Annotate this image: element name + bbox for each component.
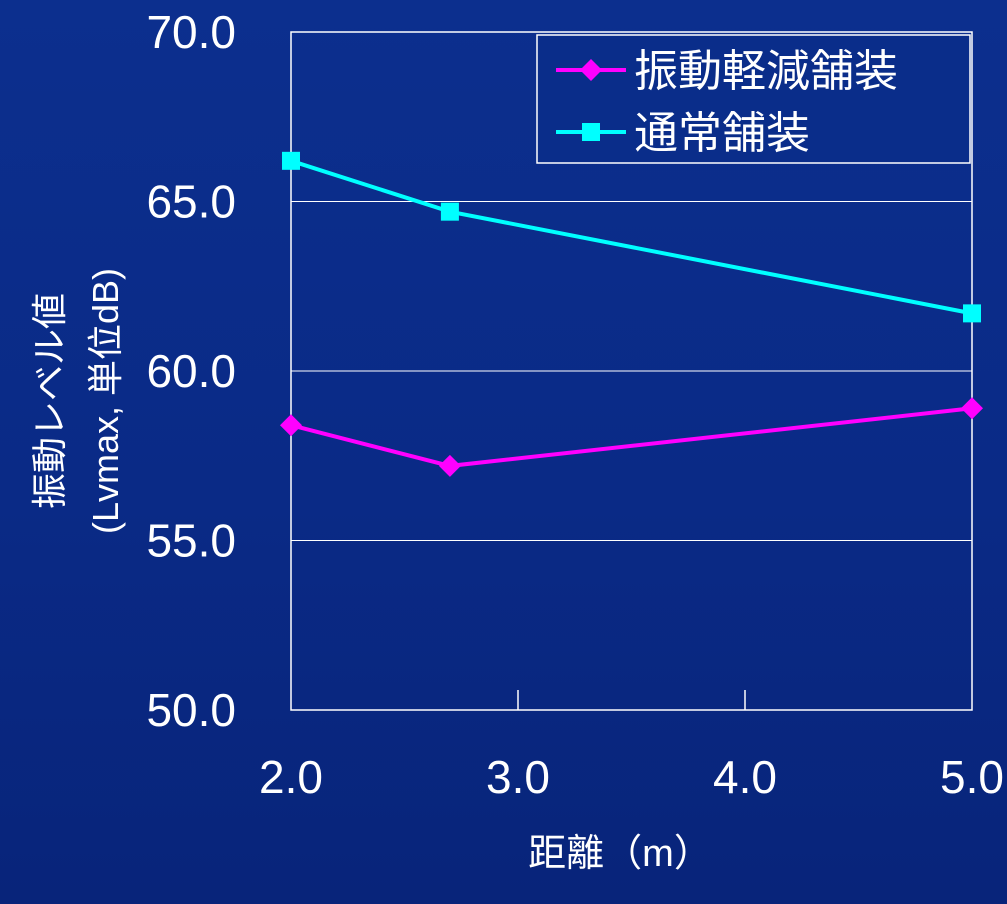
data-point — [963, 304, 981, 323]
y-axis-title: 振動レベル値 (Lvmax, 単位dB) — [29, 268, 126, 534]
gridlines — [291, 201, 972, 541]
x-tick-labels: 2.0 3.0 4.0 5.0 — [259, 751, 1004, 803]
legend-label: 通常舗装 — [634, 109, 810, 158]
plot-frame — [290, 31, 973, 711]
y-tick-label: 70.0 — [146, 6, 236, 58]
legend-marker — [582, 123, 600, 141]
x-tick-label: 4.0 — [713, 751, 777, 803]
legend-box — [536, 34, 971, 164]
y-axis-title-line-1: 振動レベル値 — [29, 293, 70, 509]
y-tick-labels: 50.0 55.0 60.0 65.0 70.0 — [146, 6, 236, 736]
data-point — [961, 397, 983, 420]
legend-item: 振動軽減舗装 — [556, 47, 898, 96]
y-tick-label: 50.0 — [146, 684, 236, 736]
series-line — [290, 406, 973, 468]
data-point — [282, 151, 300, 170]
series-line — [290, 158, 973, 316]
data-point — [280, 414, 302, 437]
legend-marker — [580, 59, 602, 81]
x-tick-marks — [517, 690, 746, 710]
legend-label: 振動軽減舗装 — [634, 47, 898, 96]
legend-item: 通常舗装 — [556, 109, 810, 158]
x-axis-title: 距離（m） — [528, 833, 712, 875]
x-tick-label: 2.0 — [259, 751, 323, 803]
x-tick-label: 5.0 — [940, 751, 1004, 803]
data-point — [440, 202, 459, 221]
y-tick-label: 65.0 — [146, 176, 236, 228]
y-axis-title-line-2: (Lvmax, 単位dB) — [85, 268, 126, 534]
y-tick-label: 60.0 — [146, 345, 236, 397]
x-tick-label: 3.0 — [486, 751, 550, 803]
series-2 — [282, 151, 981, 323]
series-1 — [280, 397, 983, 477]
series-layer — [280, 151, 983, 477]
plot-area — [280, 31, 983, 711]
y-tick-label: 55.0 — [146, 515, 236, 567]
data-point — [438, 454, 461, 477]
